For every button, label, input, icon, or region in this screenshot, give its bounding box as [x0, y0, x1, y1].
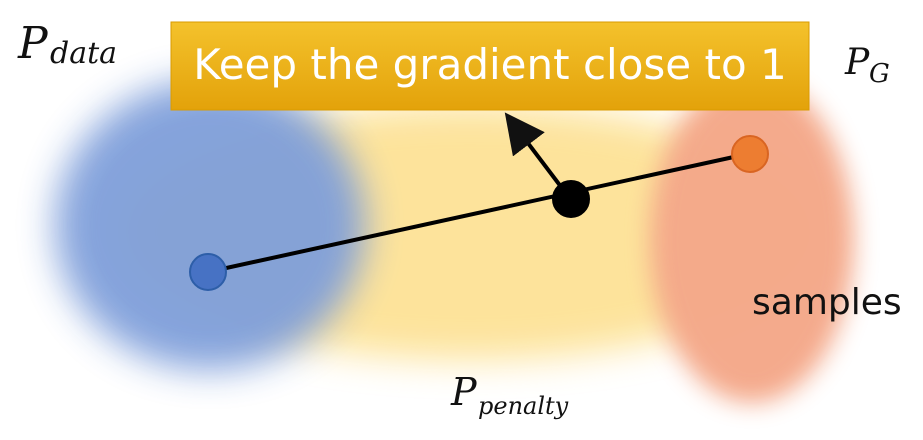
data-region [55, 80, 365, 370]
interpolation-line [207, 151, 753, 274]
banner: Keep the gradient close to 1 [170, 21, 810, 111]
generator-region [650, 77, 854, 403]
data-distribution [55, 80, 365, 370]
p-data-main: P [17, 18, 49, 69]
generator-distribution [650, 77, 854, 403]
p-penalty-label: P penalty [450, 370, 569, 420]
p-data-sub: data [50, 36, 117, 71]
p-penalty-main: P [450, 370, 478, 414]
banner-box [170, 21, 810, 111]
samples-label: samples [752, 282, 902, 323]
sample-points [189, 135, 769, 291]
real-sample-point [189, 253, 227, 291]
p-penalty-sub: penalty [478, 392, 569, 420]
p-g-label: P G [844, 42, 890, 89]
interpolated-sample-point [552, 180, 590, 218]
banner-text: Keep the gradient close to 1 [193, 40, 786, 89]
p-g-main: P [844, 42, 870, 83]
p-data-label: P data [17, 18, 117, 71]
generated-sample-point [731, 135, 769, 173]
samples-text: samples [752, 282, 902, 323]
p-g-sub: G [869, 59, 890, 89]
